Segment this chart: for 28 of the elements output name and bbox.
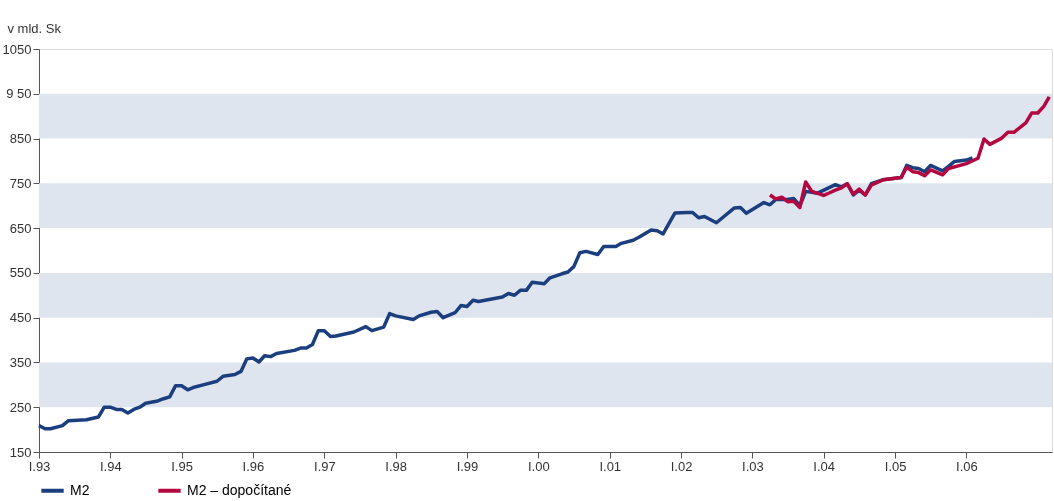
y-tick-label: 750 <box>9 175 32 191</box>
x-tick-label: I.93 <box>28 458 51 474</box>
y-tick-label: 350 <box>9 354 32 370</box>
y-tick-label: 1050 <box>2 41 32 57</box>
x-tick-label: I.04 <box>813 458 835 474</box>
y-tick-label: 450 <box>9 310 32 326</box>
x-tick-label: I.97 <box>314 458 336 474</box>
x-tick-label: I.00 <box>527 458 550 474</box>
x-tick-label: I.95 <box>171 458 193 474</box>
y-tick-label: 850 <box>9 131 32 147</box>
x-tick-label: I.94 <box>99 458 122 474</box>
line-series <box>768 95 1052 210</box>
x-tick-label: I.96 <box>242 458 265 474</box>
y-tick-label: 650 <box>9 220 32 236</box>
x-tick-label: I.06 <box>956 458 978 474</box>
x-tick-label: I.99 <box>456 458 479 474</box>
x-tick-label: I.01 <box>599 458 622 474</box>
y-tick-label: 550 <box>9 265 32 281</box>
x-tick-label: I.02 <box>670 458 693 474</box>
legend-label: M2 <box>70 481 90 498</box>
x-tick-label: I.98 <box>385 458 408 474</box>
x-tick-label: I.03 <box>742 458 764 474</box>
y-tick-label: 150 <box>9 444 32 460</box>
y-tick-label: 9 50 <box>6 86 32 102</box>
x-tick-label: I.05 <box>884 458 907 474</box>
y-tick-label: 250 <box>9 399 32 415</box>
y-axis-title: v mld. Sk <box>7 20 62 36</box>
legend-label: M2 – dopočítané <box>187 481 292 498</box>
